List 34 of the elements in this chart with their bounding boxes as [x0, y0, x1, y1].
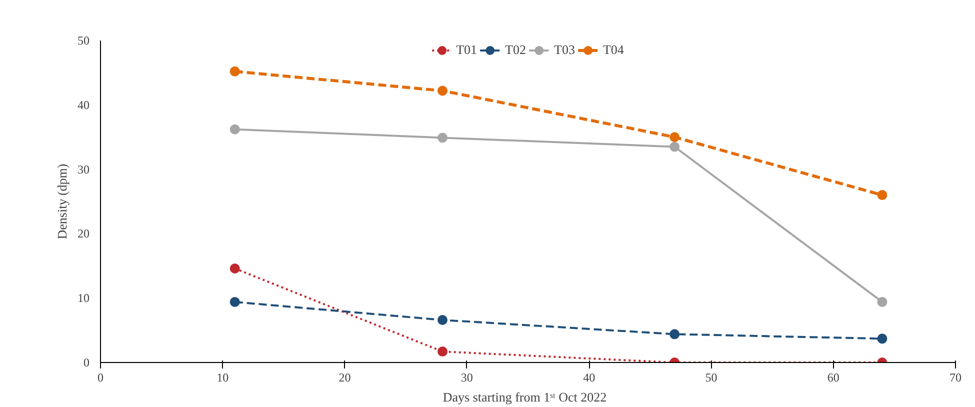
x-axis-title: Days starting from 1ˢᵗ Oct 2022 [442, 390, 607, 404]
x-tick-label: 0 [98, 370, 104, 384]
x-tick-label: 40 [583, 370, 596, 384]
x-tick-label: 20 [338, 370, 351, 384]
y-tick-label: 30 [78, 162, 90, 176]
legend-label: T03 [554, 42, 575, 58]
y-tick-label: 10 [78, 291, 90, 306]
x-tick-label: 10 [216, 370, 229, 384]
point [438, 132, 448, 143]
y-tick-label: 20 [78, 226, 90, 241]
point [670, 132, 680, 142]
point [438, 346, 448, 357]
point [230, 124, 240, 134]
point [877, 296, 888, 307]
point [438, 86, 448, 96]
point [230, 66, 240, 76]
y-tick-label: 40 [78, 98, 90, 112]
legend-label: T02 [505, 42, 526, 58]
point [670, 329, 680, 340]
x-tick-label: 70 [950, 370, 962, 384]
y-tick-label: 50 [78, 34, 90, 48]
point [877, 190, 888, 200]
point [438, 315, 448, 325]
y-axis-title: Density (dpm) [54, 164, 70, 240]
x-tick-label: 60 [827, 370, 840, 384]
point [877, 334, 888, 344]
point [670, 142, 680, 152]
y-tick-label: 0 [84, 356, 90, 370]
point [230, 263, 240, 274]
legend-label: T04 [602, 42, 624, 58]
point [230, 296, 240, 307]
x-tick-label: 50 [705, 370, 718, 384]
x-tick-label: 30 [460, 370, 473, 384]
legend-label: T01 [456, 42, 478, 58]
